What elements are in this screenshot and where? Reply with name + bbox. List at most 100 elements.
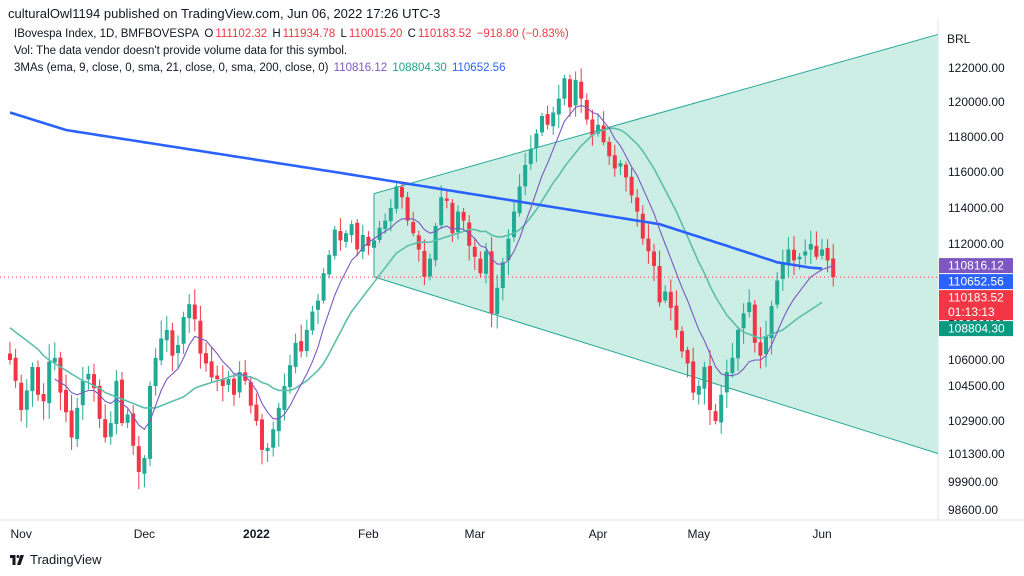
candle-body[interactable]	[663, 291, 668, 301]
candle-body[interactable]	[657, 266, 662, 303]
candle-body[interactable]	[685, 349, 690, 364]
candle-body[interactable]	[640, 213, 645, 239]
candle-body[interactable]	[691, 361, 696, 393]
candle-body[interactable]	[131, 413, 136, 446]
candle-body[interactable]	[24, 390, 29, 410]
candle-body[interactable]	[769, 306, 774, 339]
candle-body[interactable]	[97, 385, 102, 419]
candle-body[interactable]	[545, 114, 550, 125]
candle-body[interactable]	[540, 116, 544, 133]
candle-body[interactable]	[461, 211, 466, 221]
candle-body[interactable]	[411, 222, 416, 234]
candle-body[interactable]	[92, 374, 96, 389]
candle-body[interactable]	[573, 79, 578, 106]
candle-body[interactable]	[293, 342, 298, 367]
candle-body[interactable]	[159, 338, 164, 361]
candle-body[interactable]	[825, 247, 830, 261]
candle-body[interactable]	[170, 330, 175, 356]
candle-body[interactable]	[568, 79, 572, 108]
candle-body[interactable]	[394, 186, 399, 209]
candle-body[interactable]	[808, 244, 813, 250]
candle-body[interactable]	[780, 262, 785, 280]
candle-body[interactable]	[125, 414, 130, 423]
candle-body[interactable]	[388, 208, 393, 222]
candle-body[interactable]	[702, 366, 707, 389]
candle-body[interactable]	[321, 273, 326, 301]
candle-body[interactable]	[775, 280, 780, 305]
candle-body[interactable]	[220, 379, 225, 386]
candle-body[interactable]	[579, 81, 584, 99]
candle-body[interactable]	[523, 165, 528, 187]
candle-body[interactable]	[372, 240, 376, 248]
candle-body[interactable]	[136, 446, 141, 472]
candle-body[interactable]	[556, 98, 561, 115]
candle-body[interactable]	[52, 357, 57, 363]
candle-body[interactable]	[607, 141, 612, 157]
candle-body[interactable]	[624, 164, 628, 178]
candle-body[interactable]	[444, 198, 449, 201]
candle-body[interactable]	[282, 386, 287, 410]
candle-body[interactable]	[797, 256, 802, 260]
channel-lower-line[interactable]	[373, 276, 939, 454]
candle-body[interactable]	[467, 222, 472, 246]
candle-body[interactable]	[596, 124, 600, 134]
candle-body[interactable]	[344, 233, 348, 242]
candle-body[interactable]	[366, 236, 371, 246]
candle-body[interactable]	[590, 119, 595, 136]
candle-body[interactable]	[601, 125, 606, 143]
candle-body[interactable]	[456, 211, 460, 233]
candle-body[interactable]	[355, 222, 360, 250]
candle-body[interactable]	[75, 407, 80, 440]
candle-body[interactable]	[646, 238, 651, 252]
candle-body[interactable]	[680, 331, 684, 352]
candle-body[interactable]	[377, 227, 382, 240]
candle-body[interactable]	[383, 220, 388, 229]
candle-body[interactable]	[204, 353, 208, 364]
candle-body[interactable]	[831, 258, 836, 278]
candle-body[interactable]	[114, 380, 119, 424]
candle-body[interactable]	[192, 304, 197, 320]
candle-body[interactable]	[198, 320, 203, 354]
candle-body[interactable]	[271, 429, 276, 448]
candle-body[interactable]	[226, 379, 231, 385]
candle-body[interactable]	[612, 155, 617, 169]
candle-body[interactable]	[708, 365, 712, 411]
candle-body[interactable]	[674, 305, 679, 330]
candle-body[interactable]	[260, 419, 264, 450]
candle-body[interactable]	[724, 372, 729, 393]
candle-body[interactable]	[450, 202, 455, 234]
candle-body[interactable]	[120, 379, 124, 424]
candle-body[interactable]	[13, 357, 18, 381]
candle-body[interactable]	[215, 375, 220, 380]
candle-body[interactable]	[405, 197, 410, 221]
candle-body[interactable]	[668, 291, 673, 308]
candle-body[interactable]	[47, 361, 52, 404]
candle-body[interactable]	[164, 329, 169, 341]
candle-body[interactable]	[652, 251, 656, 266]
candle-body[interactable]	[696, 386, 701, 395]
candle-body[interactable]	[758, 342, 763, 356]
channel-upper-line[interactable]	[373, 33, 939, 195]
candle-body[interactable]	[629, 176, 634, 196]
candle-body[interactable]	[237, 372, 242, 393]
candle-body[interactable]	[562, 78, 567, 99]
candle-body[interactable]	[814, 245, 819, 257]
candle-body[interactable]	[103, 419, 108, 438]
candle-body[interactable]	[500, 262, 505, 289]
ma200-line[interactable]	[9, 111, 823, 270]
candle-body[interactable]	[736, 329, 740, 359]
candle-body[interactable]	[209, 361, 214, 378]
candle-body[interactable]	[41, 394, 46, 402]
candle-body[interactable]	[108, 423, 113, 437]
candle-body[interactable]	[19, 382, 24, 411]
candle-body[interactable]	[153, 357, 158, 387]
candle-body[interactable]	[752, 304, 757, 343]
candle-body[interactable]	[304, 329, 309, 352]
candle-body[interactable]	[310, 311, 315, 331]
candle-body[interactable]	[528, 149, 533, 164]
candle-body[interactable]	[288, 365, 292, 388]
candle-body[interactable]	[747, 302, 752, 313]
candle-body[interactable]	[276, 407, 281, 432]
candle-body[interactable]	[495, 287, 500, 314]
